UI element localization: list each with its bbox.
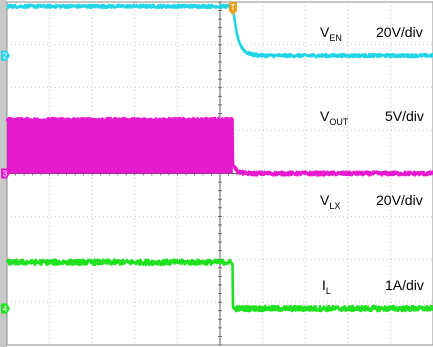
trigger-marker-label: T (231, 3, 236, 12)
channel-marker-shape (1, 50, 10, 61)
series-trace-band-2 (7, 119, 233, 174)
series-name-sub-vlx: LX (329, 201, 340, 211)
series-trace-3 (5, 258, 433, 313)
series-name-ven: V (320, 24, 330, 40)
channel-marker-4: 4 (1, 303, 10, 314)
series-name-il: I (322, 277, 326, 293)
channel-marker-shape (1, 168, 10, 179)
series-name-vout: V (320, 108, 330, 124)
channel-marker-label: 2 (3, 52, 8, 61)
series-name-sub-il: L (326, 286, 331, 296)
traces (5, 3, 433, 313)
series-name-sub-vout: OUT (329, 117, 349, 127)
svg-text:VLX: VLX (320, 192, 340, 211)
series-label-il: IL 1A/div (322, 277, 424, 296)
svg-text:VEN: VEN (320, 24, 342, 43)
channel-marker-2: 2 (1, 50, 10, 61)
channel-marker-3: 3 (1, 168, 10, 179)
series-label-vlx: VLX 20V/div (320, 192, 423, 211)
channel-marker-shape (1, 303, 10, 314)
series-trace-2 (5, 116, 433, 177)
series-name-vlx: V (320, 192, 330, 208)
svg-text:VOUT: VOUT (320, 108, 349, 127)
channel-marker-label: 3 (3, 170, 8, 179)
series-scale-ven: 20V/div (376, 24, 423, 40)
series-name-sub-ven: EN (329, 33, 342, 43)
svg-text:IL: IL (322, 277, 331, 296)
series-label-vout: VOUT 5V/div (320, 108, 424, 127)
series-label-ven: VEN 20V/div (320, 24, 423, 43)
channel-marker-label: 4 (3, 305, 8, 314)
series-scale-vlx: 20V/div (376, 192, 423, 208)
series-trace-1 (6, 3, 433, 59)
channel-markers: 1234 (1, 50, 10, 314)
series-scale-vout: 5V/div (385, 108, 424, 124)
trigger-marker: T (229, 2, 237, 15)
series-scale-il: 1A/div (385, 277, 424, 293)
